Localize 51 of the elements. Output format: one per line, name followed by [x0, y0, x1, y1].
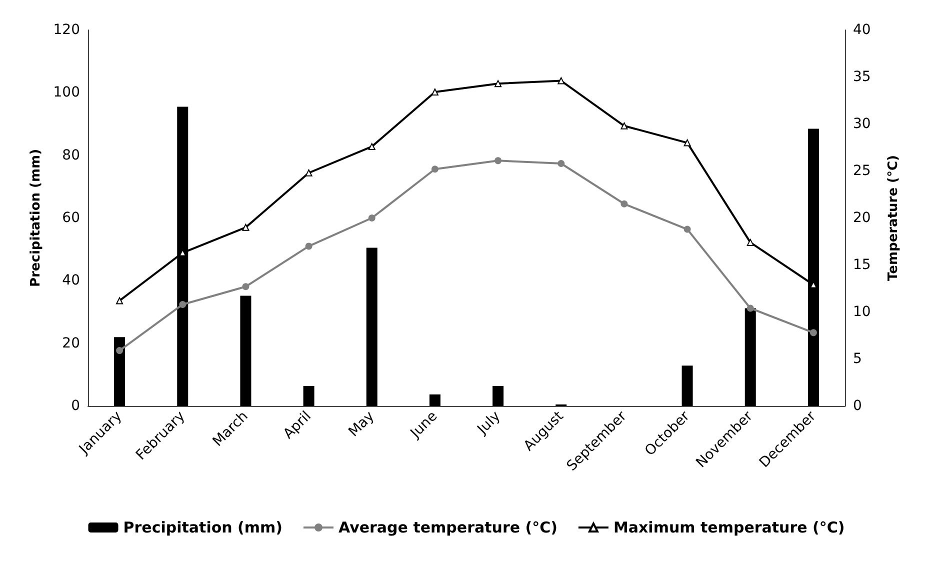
y-tick-label: 100	[53, 84, 80, 101]
legend-label: Precipitation (mm)	[123, 518, 283, 536]
point	[494, 80, 502, 88]
point	[368, 214, 376, 222]
point	[305, 169, 312, 176]
bar	[114, 337, 126, 406]
point	[620, 200, 628, 208]
y-tick-label: 60	[62, 210, 80, 226]
point	[494, 157, 502, 164]
bar	[240, 296, 252, 406]
y2-tick-label: 35	[853, 69, 871, 85]
point	[558, 77, 565, 84]
point	[431, 166, 438, 173]
y-axis-title: Precipitation (mm)	[28, 148, 44, 288]
y-tick-label: 40	[62, 272, 80, 289]
point	[305, 242, 312, 250]
y2-tick-label: 5	[853, 351, 862, 367]
point	[746, 238, 754, 246]
point	[368, 143, 376, 150]
y2-tick-label: 25	[853, 163, 871, 179]
bar	[429, 394, 440, 406]
bar	[492, 386, 504, 406]
point	[431, 88, 438, 96]
y2-tick-label: 10	[853, 304, 871, 320]
point	[684, 139, 691, 146]
y2-axis-title: Temperature (°C)	[886, 155, 901, 281]
y-tick-label: 0	[71, 398, 80, 414]
y-tick-label: 20	[62, 335, 80, 352]
y-tick-label: 120	[53, 22, 80, 38]
bar	[366, 248, 378, 406]
y2-tick-label: 30	[853, 116, 871, 132]
point	[116, 297, 124, 304]
bar	[744, 308, 756, 406]
point	[684, 226, 691, 233]
y2-tick-label: 40	[853, 22, 871, 38]
legend-label: Maximum temperature (°C)	[613, 518, 845, 536]
y2-tick-label: 15	[853, 257, 871, 273]
point	[746, 304, 754, 312]
bar	[303, 386, 314, 406]
point	[558, 160, 565, 167]
bar	[682, 366, 693, 406]
legend-label: Average temperature (°C)	[338, 518, 558, 536]
point	[810, 329, 817, 336]
point	[179, 300, 186, 308]
y-tick-label: 80	[62, 147, 80, 164]
y2-tick-label: 20	[853, 210, 871, 226]
point	[620, 122, 628, 130]
point	[242, 283, 250, 290]
y2-tick-label: 0	[853, 398, 862, 414]
point	[242, 224, 250, 231]
point	[116, 347, 124, 354]
